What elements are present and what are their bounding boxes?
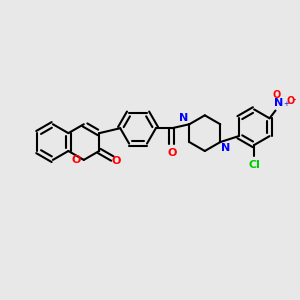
Text: Cl: Cl: [248, 160, 260, 170]
Text: N: N: [274, 98, 283, 108]
Text: O: O: [286, 96, 295, 106]
Text: -: -: [292, 94, 296, 103]
Text: N: N: [179, 113, 188, 123]
Text: O: O: [112, 156, 121, 166]
Text: +: +: [284, 100, 289, 106]
Text: O: O: [272, 90, 281, 100]
Text: N: N: [221, 143, 230, 153]
Text: O: O: [167, 148, 177, 158]
Text: O: O: [71, 155, 81, 165]
